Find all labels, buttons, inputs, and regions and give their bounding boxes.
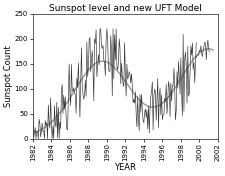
Title: Sunspot level and new UFT Model: Sunspot level and new UFT Model [49, 4, 202, 13]
Y-axis label: Sunspot Count: Sunspot Count [4, 45, 13, 107]
X-axis label: YEAR: YEAR [115, 163, 136, 172]
